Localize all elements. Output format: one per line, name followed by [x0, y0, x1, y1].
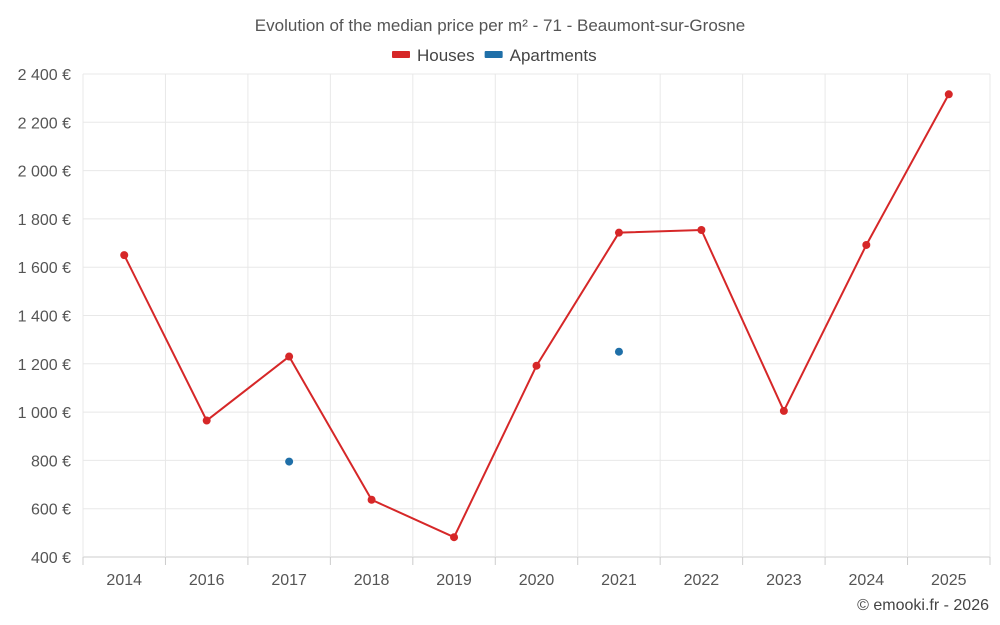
data-point-houses[interactable] — [367, 495, 376, 504]
y-tick-label: 1 600 € — [18, 260, 71, 277]
series-apartments — [285, 347, 623, 466]
series-houses — [120, 90, 953, 542]
data-point-houses[interactable] — [532, 361, 541, 370]
legend-label: Apartments — [510, 46, 597, 65]
credit-text: © emooki.fr - 2026 — [857, 597, 989, 614]
x-tick-label: 2024 — [849, 572, 885, 589]
x-tick-label: 2016 — [189, 572, 225, 589]
y-tick-label: 1 000 € — [18, 405, 71, 422]
y-tick-label: 2 200 € — [18, 115, 71, 132]
x-tick-label: 2021 — [601, 572, 637, 589]
legend-item-apartments[interactable]: Apartments — [484, 46, 597, 65]
data-point-houses[interactable] — [285, 352, 294, 361]
grid — [82, 73, 991, 558]
chart-title: Evolution of the median price per m² - 7… — [255, 16, 745, 35]
data-point-houses[interactable] — [120, 251, 129, 260]
y-tick-label: 1 800 € — [18, 212, 71, 229]
legend-swatch — [392, 51, 410, 58]
y-tick-label: 1 200 € — [18, 357, 71, 374]
data-point-houses[interactable] — [862, 240, 871, 249]
y-axis: 400 € 600 € 800 € 1 000 € 1 200 € 1 400 € 1 60… — [18, 67, 71, 567]
data-point-houses[interactable] — [450, 533, 459, 542]
y-tick-label: 600 € — [31, 502, 71, 519]
y-tick-label: 1 400 € — [18, 309, 71, 326]
x-tick-label: 2014 — [106, 572, 142, 589]
x-tick-label: 2020 — [519, 572, 555, 589]
data-point-houses[interactable] — [614, 228, 623, 237]
legend-label: Houses — [417, 46, 475, 65]
data-point-houses[interactable] — [779, 406, 788, 415]
data-point-apartments[interactable] — [285, 457, 294, 466]
x-tick-label: 2019 — [436, 572, 472, 589]
y-tick-label: 2 400 € — [18, 67, 71, 84]
x-tick-label: 2017 — [271, 572, 307, 589]
legend-item-houses[interactable]: Houses — [392, 46, 475, 65]
data-point-houses[interactable] — [202, 416, 211, 425]
series-layer — [120, 90, 953, 542]
data-point-houses[interactable] — [697, 226, 706, 235]
x-tick-label: 2023 — [766, 572, 802, 589]
y-tick-label: 2 000 € — [18, 164, 71, 181]
legend-swatch — [484, 51, 503, 58]
y-tick-label: 800 € — [31, 453, 71, 470]
data-point-houses[interactable] — [944, 90, 953, 99]
x-tick-label: 2018 — [354, 572, 390, 589]
x-axis: 2014 2016 2017 2018 2019 2020 2021 2022 2023 2024… — [82, 557, 991, 589]
legend: Houses Apartments — [392, 46, 597, 65]
y-tick-label: 400 € — [31, 550, 71, 567]
x-tick-label: 2025 — [931, 572, 967, 589]
x-tick-label: 2022 — [684, 572, 720, 589]
data-point-apartments[interactable] — [614, 347, 623, 356]
